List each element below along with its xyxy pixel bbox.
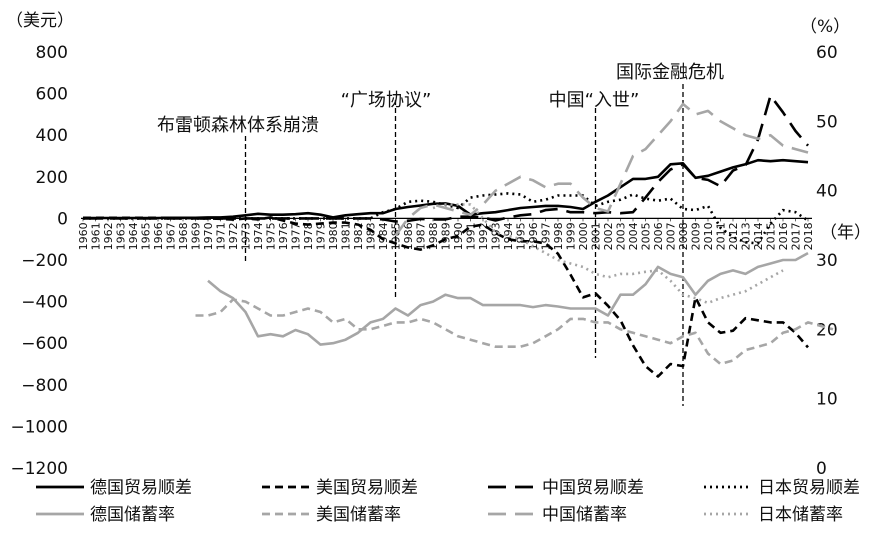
left-axis-unit: （美元） — [6, 11, 74, 31]
left-tick-label: −1000 — [10, 417, 68, 437]
legend-label: 德国储蓄率 — [90, 505, 175, 525]
series-line — [207, 251, 809, 346]
annotation-label: 国际金融危机 — [616, 62, 724, 83]
x-tick-label: 1994 — [502, 222, 515, 250]
legend-label: 德国贸易顺差 — [90, 478, 192, 498]
x-tick-label: 1962 — [102, 222, 115, 250]
x-tick-label: 1980 — [327, 222, 340, 250]
x-tick-label: 2007 — [665, 222, 678, 250]
x-tick-label: 1988 — [427, 222, 440, 250]
x-tick-label: 1999 — [565, 222, 578, 250]
right-tick-label: 40 — [816, 182, 838, 202]
right-axis-unit: （%） — [800, 17, 850, 37]
x-tick-label: 1964 — [127, 222, 140, 250]
x-tick-label: 2005 — [640, 222, 653, 250]
left-tick-label: −1200 — [10, 459, 68, 479]
left-tick-label: 800 — [36, 43, 68, 63]
x-tick-label: 1996 — [527, 222, 540, 250]
x-tick-label: 1981 — [340, 222, 353, 250]
x-tick-label: 2017 — [790, 222, 803, 250]
x-tick-label: 2013 — [740, 222, 753, 250]
x-tick-label: 1972 — [227, 222, 240, 250]
x-tick-label: 1993 — [490, 222, 503, 250]
x-tick-label: 1977 — [290, 222, 303, 250]
left-tick-label: 200 — [36, 168, 68, 188]
x-tick-label: 1971 — [215, 222, 228, 250]
x-tick-label: 1968 — [177, 222, 190, 250]
x-tick-label: 2012 — [727, 222, 740, 250]
x-tick-label: 2014 — [752, 222, 765, 250]
x-tick-label: 1997 — [540, 222, 553, 250]
right-tick-label: 50 — [816, 112, 838, 132]
series-line — [394, 102, 809, 237]
right-tick-label: 10 — [816, 390, 838, 410]
x-axis-unit: （年） — [820, 223, 871, 243]
x-tick-label: 2011 — [715, 222, 728, 250]
x-tick-label: 2018 — [802, 222, 815, 250]
x-tick-label: 2004 — [627, 222, 640, 250]
x-tick-label: 1979 — [315, 222, 328, 250]
x-tick-label: 1966 — [152, 222, 165, 250]
x-tick-label: 1986 — [402, 222, 415, 250]
x-tick-label: 1970 — [202, 222, 215, 250]
x-tick-label: 1998 — [552, 222, 565, 250]
legend-label: 中国贸易顺差 — [542, 478, 644, 498]
x-tick-label: 2016 — [777, 222, 790, 250]
x-tick-label: 1961 — [90, 222, 103, 250]
left-tick-label: 400 — [36, 126, 68, 146]
x-tick-label: 1983 — [365, 222, 378, 250]
series-line — [195, 298, 834, 366]
left-tick-label: 0 — [57, 209, 68, 229]
x-tick-label: 1995 — [515, 222, 528, 250]
right-tick-label: 30 — [816, 251, 838, 271]
right-tick-label: 20 — [816, 320, 838, 340]
x-tick-label: 1969 — [190, 222, 203, 250]
x-tick-label: 2006 — [652, 222, 665, 250]
annotation-label: “广场协议” — [341, 90, 432, 111]
x-tick-label: 1960 — [77, 222, 90, 250]
legend-label: 中国储蓄率 — [542, 505, 627, 525]
x-tick-label: 2003 — [615, 222, 628, 250]
x-tick-label: 1984 — [377, 222, 390, 250]
x-tick-label: 1965 — [140, 222, 153, 250]
x-tick-label: 2002 — [602, 222, 615, 250]
legend-label: 美国贸易顺差 — [316, 478, 418, 498]
x-tick-label: 1992 — [477, 222, 490, 250]
x-tick-label: 1963 — [115, 222, 128, 250]
x-tick-label: 2010 — [702, 222, 715, 250]
x-tick-label: 1989 — [440, 222, 453, 250]
x-tick-label: 1976 — [277, 222, 290, 250]
left-tick-label: −200 — [21, 251, 68, 271]
x-tick-label: 1975 — [265, 222, 278, 250]
x-tick-label: 2000 — [577, 222, 590, 250]
right-tick-label: 60 — [816, 43, 838, 63]
legend-label: 美国储蓄率 — [316, 505, 401, 525]
annotation-label: 中国“入世” — [549, 90, 640, 111]
x-tick-label: 1982 — [352, 222, 365, 250]
x-tick-label: 2015 — [765, 222, 778, 250]
x-tick-label: 1978 — [302, 222, 315, 250]
left-tick-label: −800 — [21, 376, 68, 396]
legend-label: 日本储蓄率 — [758, 505, 843, 525]
x-tick-label: 1974 — [252, 222, 265, 250]
left-tick-label: −400 — [21, 293, 68, 313]
right-tick-label: 0 — [816, 459, 827, 479]
annotation-label: 布雷顿森林体系崩溃 — [157, 115, 319, 136]
x-tick-label: 1987 — [415, 222, 428, 250]
legend-label: 日本贸易顺差 — [758, 478, 860, 498]
left-tick-label: 600 — [36, 85, 68, 105]
left-tick-label: −600 — [21, 334, 68, 354]
x-tick-label: 2009 — [690, 222, 703, 250]
x-tick-label: 1967 — [165, 222, 178, 250]
